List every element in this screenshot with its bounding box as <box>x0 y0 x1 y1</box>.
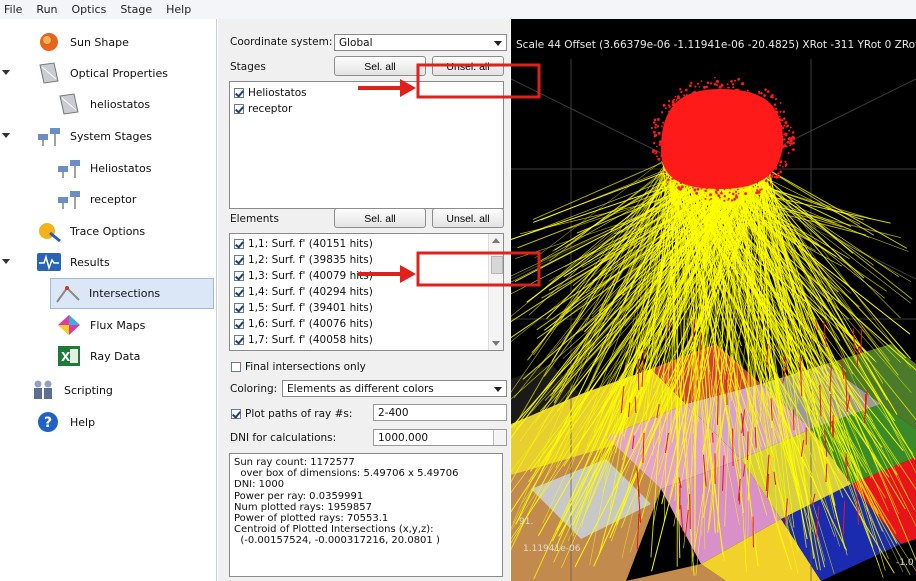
list-item[interactable]: 1,3: Surf. f' (40079 hits) <box>234 268 373 283</box>
coloring-label: Coloring: <box>230 383 278 395</box>
scripting-icon <box>34 380 52 399</box>
receiver-flux-points <box>650 76 796 202</box>
expand-results[interactable] <box>2 259 10 264</box>
mirror-icon <box>59 93 79 115</box>
elements-scrollbar[interactable] <box>488 234 503 350</box>
ray-plot: 91. 1.11941e-06 -1.0 <box>511 59 916 581</box>
checkbox[interactable] <box>234 238 244 249</box>
checkbox[interactable] <box>234 318 244 329</box>
sidebar-item-optical-properties[interactable]: Optical Properties <box>36 58 168 88</box>
list-item[interactable]: 1,6: Surf. f' (40076 hits) <box>234 316 373 331</box>
sidebar-item-sun-shape[interactable]: Sun Shape <box>36 27 129 57</box>
expand-optical-properties[interactable] <box>2 70 10 75</box>
sidebar-item-receptor-stage[interactable]: receptor <box>56 184 136 214</box>
3d-viewport[interactable]: Scale 44 Offset (3.66379e-06 -1.11941e-0… <box>511 19 916 581</box>
list-item[interactable]: 1,2: Surf. f' (39835 hits) <box>234 252 373 267</box>
sidebar-item-system-stages[interactable]: System Stages <box>36 121 152 151</box>
chevron-down-icon <box>494 387 502 392</box>
coloring-select[interactable]: Elements as different colors <box>282 380 507 397</box>
intersections-icon <box>56 285 80 303</box>
list-item[interactable]: receptor <box>234 101 292 116</box>
checkbox[interactable] <box>234 254 244 265</box>
annotation-box <box>416 251 541 287</box>
spreadsheet-icon: X <box>58 346 80 366</box>
list-item[interactable]: 1,4: Surf. f' (40294 hits) <box>234 284 373 299</box>
annotation-box <box>416 63 541 99</box>
elements-select-all-button[interactable]: Sel. all <box>334 208 426 228</box>
axis-tick-label: 1.11941e-06 <box>523 544 581 554</box>
sidebar-item-help[interactable]: ? Help <box>36 407 95 437</box>
scroll-down-icon[interactable] <box>492 341 500 346</box>
sidebar-item-ray-data[interactable]: X Ray Data <box>56 341 140 371</box>
ray-paths <box>511 153 916 580</box>
stages-label: Stages <box>230 61 266 73</box>
coordinate-system-select[interactable]: Global <box>334 34 507 51</box>
svg-text:?: ? <box>44 415 52 431</box>
sidebar-item-heliostatos-stage[interactable]: Heliostatos <box>56 153 151 183</box>
list-item[interactable]: Heliostatos <box>234 85 307 100</box>
dni-input[interactable]: 1000.000 <box>373 429 507 446</box>
checkbox[interactable] <box>231 361 241 372</box>
sidebar: Sun Shape Optical Properties heliostatos… <box>0 19 217 581</box>
checkbox[interactable] <box>234 103 244 114</box>
results-icon <box>37 253 61 271</box>
axis-tick-label: 91. <box>519 517 533 527</box>
checkbox[interactable] <box>234 286 244 297</box>
spin-buttons[interactable] <box>493 430 506 445</box>
checkbox[interactable] <box>231 408 241 419</box>
checkbox[interactable] <box>234 87 244 98</box>
intersections-panel: Coordinate system: Global Stages Sel. al… <box>218 19 510 581</box>
stages-icon <box>58 191 80 209</box>
results-summary: Sun ray count: 1172577 over box of dimen… <box>229 453 503 577</box>
annotation-arrowhead <box>400 265 416 283</box>
elements-label: Elements <box>230 213 279 225</box>
trace-icon <box>39 223 61 243</box>
checkbox[interactable] <box>234 270 244 281</box>
checkbox[interactable] <box>234 334 244 345</box>
stages-icon <box>38 128 60 146</box>
final-intersections-only[interactable]: Final intersections only <box>231 359 366 374</box>
help-icon: ? <box>38 412 58 432</box>
svg-text:X: X <box>61 350 71 364</box>
sidebar-item-results[interactable]: Results <box>36 247 110 277</box>
annotation-arrowhead <box>400 79 416 97</box>
list-item[interactable]: 1,5: Surf. f' (39401 hits) <box>234 300 373 315</box>
menu-bar: File Run Optics Stage Help <box>0 0 916 19</box>
menu-file[interactable]: File <box>4 3 23 16</box>
sidebar-item-flux-maps[interactable]: Flux Maps <box>56 310 145 340</box>
sidebar-item-intersections[interactable]: Intersections <box>50 278 214 309</box>
plot-paths-toggle[interactable]: Plot paths of ray #s: <box>231 406 352 421</box>
sidebar-item-heliostatos-optics[interactable]: heliostatos <box>56 89 150 119</box>
dni-label: DNI for calculations: <box>230 432 337 444</box>
mirror-icon <box>39 62 59 84</box>
checkbox[interactable] <box>234 302 244 313</box>
sidebar-item-scripting[interactable]: Scripting <box>30 375 113 405</box>
chevron-down-icon <box>494 41 502 46</box>
sidebar-item-trace-options[interactable]: Trace Options <box>36 216 145 246</box>
plot-paths-input[interactable]: 2-400 <box>373 404 507 421</box>
stages-icon <box>58 160 80 178</box>
flux-map-icon <box>58 315 80 335</box>
ground-tile <box>626 564 726 581</box>
coordinate-system-label: Coordinate system: <box>230 36 333 48</box>
scroll-up-icon[interactable] <box>492 238 500 243</box>
scroll-thumb[interactable] <box>491 256 503 274</box>
sun-icon <box>40 33 58 51</box>
axis-tick-label: -1.0 <box>896 558 914 568</box>
menu-stage[interactable]: Stage <box>120 3 153 16</box>
viewport-status: Scale 44 Offset (3.66379e-06 -1.11941e-0… <box>516 39 916 51</box>
menu-optics[interactable]: Optics <box>71 3 107 16</box>
elements-unselect-all-button[interactable]: Unsel. all <box>432 208 504 228</box>
menu-help[interactable]: Help <box>166 3 192 16</box>
expand-system-stages[interactable] <box>2 133 10 138</box>
list-item[interactable]: 1,1: Surf. f' (40151 hits) <box>234 236 373 251</box>
menu-run[interactable]: Run <box>36 3 58 16</box>
list-item[interactable]: 1,7: Surf. f' (40058 hits) <box>234 332 373 347</box>
